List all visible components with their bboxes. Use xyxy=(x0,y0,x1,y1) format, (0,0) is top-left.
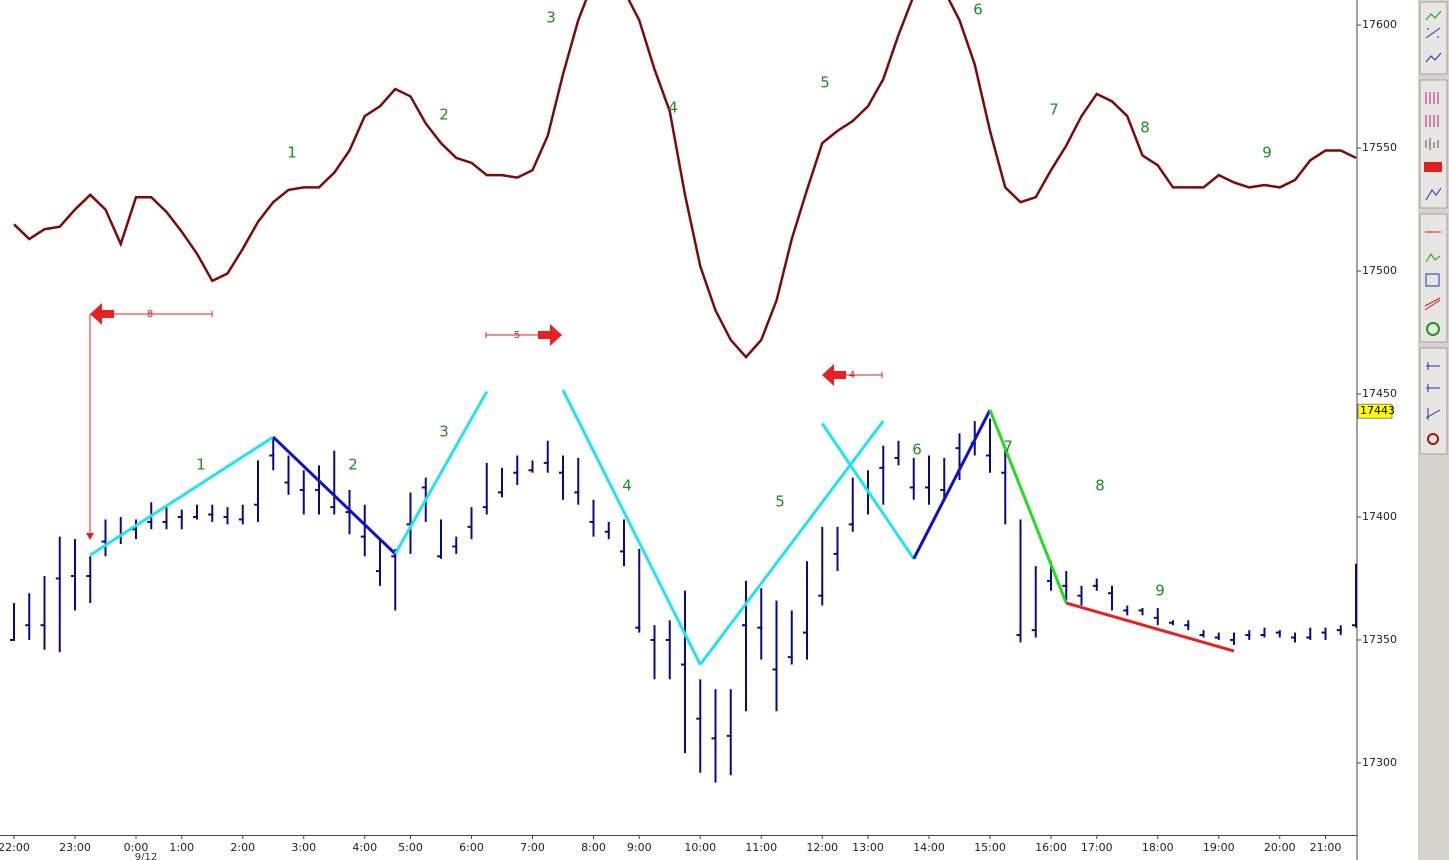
wave-line xyxy=(272,435,397,555)
x-tick-label: 11:00 xyxy=(745,841,777,854)
y-tick-label: 17400 xyxy=(1362,510,1397,523)
x-tick-label: 5:00 xyxy=(398,841,423,854)
signal-arrow: 8 xyxy=(90,303,213,325)
wave-label: 4 xyxy=(622,477,632,495)
wave-label: 2 xyxy=(439,106,449,124)
oscillator-line xyxy=(13,0,1357,360)
tool-icon[interactable] xyxy=(1426,384,1440,392)
x-tick-label: 8:00 xyxy=(581,841,606,854)
tool-icon[interactable] xyxy=(1424,297,1441,311)
tool-icon[interactable] xyxy=(1425,253,1441,263)
wave-label: 9 xyxy=(1262,144,1272,162)
x-tick-label: 4:00 xyxy=(352,841,377,854)
wave-label: 1 xyxy=(196,456,206,474)
x-tick-label: 15:00 xyxy=(974,841,1006,854)
x-tick-label: 10:00 xyxy=(684,841,716,854)
x-tick-label: 17:00 xyxy=(1081,841,1113,854)
tool-icon[interactable] xyxy=(1425,27,1441,39)
last-price-label: 17443 xyxy=(1360,404,1395,417)
y-tick-label: 17350 xyxy=(1362,633,1397,646)
wave-label: 4 xyxy=(668,99,678,117)
y-tick-label: 17500 xyxy=(1362,264,1397,277)
tool-icon[interactable] xyxy=(1427,433,1439,445)
x-tick-label: 23:00 xyxy=(59,841,91,854)
wave-label: 8 xyxy=(1140,119,1150,137)
x-tick-label: 20:00 xyxy=(1264,841,1296,854)
wave-label: 3 xyxy=(546,9,556,27)
signal-head xyxy=(822,364,846,386)
date-label: 9/12 xyxy=(135,852,157,860)
x-tick-label: 12:00 xyxy=(806,841,838,854)
x-tick-label: 3:00 xyxy=(291,841,316,854)
y-tick-label: 17550 xyxy=(1362,141,1397,154)
signal-head xyxy=(90,303,114,325)
last-price-box xyxy=(1357,403,1393,419)
wave-label: 7 xyxy=(1049,101,1059,119)
tool-icon[interactable] xyxy=(1425,52,1442,63)
wave-label: 5 xyxy=(820,74,830,92)
wave-line xyxy=(821,422,915,560)
toolbar xyxy=(1418,0,1449,860)
signal-drop-head xyxy=(86,533,94,540)
x-tick-label: 18:00 xyxy=(1142,841,1174,854)
wave-label: 3 xyxy=(439,423,449,441)
x-tick-label: 6:00 xyxy=(459,841,484,854)
signal-label: 4 xyxy=(849,370,855,381)
plot: 1 2 3 4 5 6 7 8 9 1 2 3 4 5 6 7 8 9 8 5 4 xyxy=(10,0,1357,783)
y-tick-label: 17600 xyxy=(1362,18,1397,31)
wave-label: 6 xyxy=(912,441,922,459)
tool-icon[interactable] xyxy=(1426,322,1440,336)
tool-icon[interactable] xyxy=(1425,115,1439,127)
x-tick-label: 7:00 xyxy=(520,841,545,854)
x-tick-label: 22:00 xyxy=(0,841,30,854)
tool-icon[interactable] xyxy=(1426,362,1440,370)
signal-label: 5 xyxy=(514,330,520,341)
y-tick-label: 17450 xyxy=(1362,387,1397,400)
wave-label: 7 xyxy=(1003,438,1013,456)
wave-line xyxy=(699,420,885,666)
tool-icon[interactable] xyxy=(1425,10,1442,21)
tool-icon[interactable] xyxy=(1425,138,1439,150)
wave-label: 9 xyxy=(1155,582,1165,600)
tool-icon[interactable] xyxy=(1425,408,1441,420)
wave-label: 5 xyxy=(775,493,785,511)
x-tick-label: 14:00 xyxy=(913,841,945,854)
tool-icon[interactable] xyxy=(1424,162,1442,172)
plot-area xyxy=(0,0,1357,835)
wave-line xyxy=(393,390,489,555)
wave-line xyxy=(89,435,275,557)
signal-arrow: 5 xyxy=(485,324,562,346)
signal-head xyxy=(538,324,562,346)
wave-line xyxy=(1065,601,1235,653)
x-tick-label: 1:00 xyxy=(169,841,194,854)
x-tick-label: 21:00 xyxy=(1310,841,1342,854)
wave-line xyxy=(561,389,702,666)
x-tick-label: 19:00 xyxy=(1203,841,1235,854)
tool-icon[interactable] xyxy=(1425,273,1440,287)
tool-icon[interactable] xyxy=(1425,92,1439,104)
signal-arrow: 4 xyxy=(822,364,883,386)
y-tick-label: 17300 xyxy=(1362,756,1397,769)
tool-icon[interactable] xyxy=(1425,187,1442,201)
wave-label: 6 xyxy=(973,1,983,19)
x-tick-label: 13:00 xyxy=(852,841,884,854)
wave-label: 2 xyxy=(348,456,358,474)
x-tick-label: 9:00 xyxy=(627,841,652,854)
x-tick-label: 2:00 xyxy=(230,841,255,854)
wave-label: 8 xyxy=(1095,477,1105,495)
x-tick-label: 16:00 xyxy=(1035,841,1067,854)
wave-label: 1 xyxy=(287,144,297,162)
wave-line xyxy=(912,409,992,560)
wave-line xyxy=(988,409,1068,604)
x-tick-label: 0:00 xyxy=(124,841,149,854)
signal-label: 8 xyxy=(147,309,153,320)
